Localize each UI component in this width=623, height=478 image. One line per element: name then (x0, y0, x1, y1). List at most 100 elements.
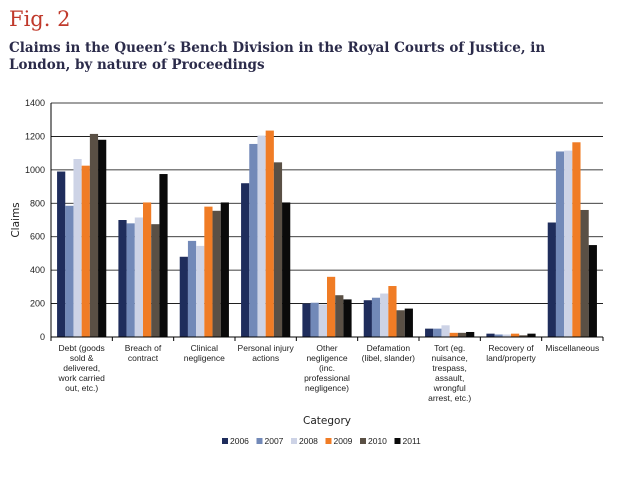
x-tick-label: Breach of (125, 343, 162, 353)
x-tick-label: land/property (486, 353, 536, 363)
axes (50, 103, 604, 341)
bar (204, 206, 213, 337)
y-tick-label: 600 (30, 232, 45, 242)
x-axis-title: Category (303, 415, 351, 427)
x-tick-label: wrongful (433, 383, 466, 393)
bar (580, 209, 589, 337)
bar (212, 210, 221, 337)
x-tick-label: arrest, etc.) (428, 393, 471, 403)
x-tick-label: sold & (70, 353, 94, 363)
bar (404, 308, 413, 337)
legend-label: 2011 (403, 436, 422, 446)
y-axis-ticks: 0 200 400 600 800 1000 1200 1400 (25, 98, 45, 342)
bar (555, 151, 565, 337)
bar (396, 310, 405, 337)
x-tick-label: (inc. (319, 363, 335, 373)
bar (57, 171, 66, 337)
bar (335, 295, 344, 337)
y-tick-label: 800 (30, 198, 45, 208)
bar (388, 286, 397, 337)
bar (302, 303, 311, 337)
bar (310, 302, 319, 337)
x-tick-label: assault, (435, 373, 464, 383)
legend-label: 2007 (265, 436, 284, 446)
bar (380, 293, 389, 337)
bar (118, 220, 127, 337)
x-tick-label: Clinical (191, 343, 219, 353)
bar (65, 205, 74, 337)
y-tick-label: 400 (30, 265, 45, 275)
x-tick-label: negligence) (305, 383, 349, 393)
x-tick-label: Miscellaneous (545, 343, 599, 353)
legend-swatch (360, 438, 366, 444)
bar (588, 245, 597, 337)
x-tick-label: professional (304, 373, 350, 383)
bar (179, 256, 188, 337)
x-tick-label: delivered, (63, 363, 100, 373)
bar (282, 202, 291, 337)
x-tick-label: trespass, (432, 363, 467, 373)
x-tick-label: out, etc.) (65, 383, 98, 393)
bar (466, 331, 475, 337)
x-tick-label: Recovery of (488, 343, 534, 353)
bar (196, 245, 205, 337)
bar (73, 158, 82, 337)
bar (511, 333, 520, 337)
legend-swatch (222, 438, 228, 444)
x-tick-label: contract (128, 353, 159, 363)
bar (241, 183, 250, 337)
bar (371, 297, 381, 337)
x-tick-label: Tort (eg. (434, 343, 465, 353)
legend-swatch (256, 438, 263, 444)
bar (249, 143, 258, 337)
y-tick-label: 200 (30, 299, 45, 309)
x-tick-label: Defamation (367, 343, 411, 353)
legend-label: 2009 (334, 436, 353, 446)
y-tick-label: 0 (40, 332, 45, 342)
y-tick-label: 1200 (25, 131, 45, 141)
legend-label: 2008 (299, 436, 318, 446)
legend-swatch (291, 438, 297, 444)
bar (81, 165, 90, 337)
bar (572, 142, 581, 337)
chart-title: Claims in the Queen’s Bench Division in … (9, 40, 546, 73)
x-tick-label: actions (252, 353, 279, 363)
legend-swatch (325, 438, 332, 444)
bar (126, 223, 135, 337)
x-tick-label: nuisance, (431, 353, 467, 363)
bar (220, 202, 229, 337)
figure-label: Fig. 2 (9, 7, 71, 31)
bar (273, 162, 283, 337)
bar (502, 334, 511, 337)
bar (425, 328, 434, 337)
bar (98, 139, 107, 337)
x-tick-label: Debt (goods (59, 343, 105, 353)
bar (441, 325, 450, 337)
y-tick-label: 1000 (25, 165, 45, 175)
legend-swatch (394, 438, 401, 444)
bar (433, 328, 442, 337)
bar (343, 299, 352, 337)
legend-label: 2010 (368, 436, 387, 446)
y-tick-label: 1400 (25, 98, 45, 108)
bar (257, 135, 266, 337)
bar (457, 332, 467, 337)
bar (187, 240, 197, 337)
x-tick-label: negligence (184, 353, 225, 363)
bar (547, 222, 556, 337)
legend-label: 2006 (230, 436, 249, 446)
bar (151, 224, 160, 337)
bar (527, 333, 536, 337)
x-tick-label: negligence (306, 353, 347, 363)
bar (134, 217, 143, 337)
bar (89, 133, 99, 337)
bar (519, 335, 528, 337)
bar (327, 276, 336, 337)
bar (318, 304, 327, 337)
x-tick-label: Personal injury (238, 343, 295, 353)
legend: 2006 2007 2008 2009 2010 2011 (222, 436, 421, 446)
bar (265, 130, 274, 337)
bar (564, 150, 573, 337)
